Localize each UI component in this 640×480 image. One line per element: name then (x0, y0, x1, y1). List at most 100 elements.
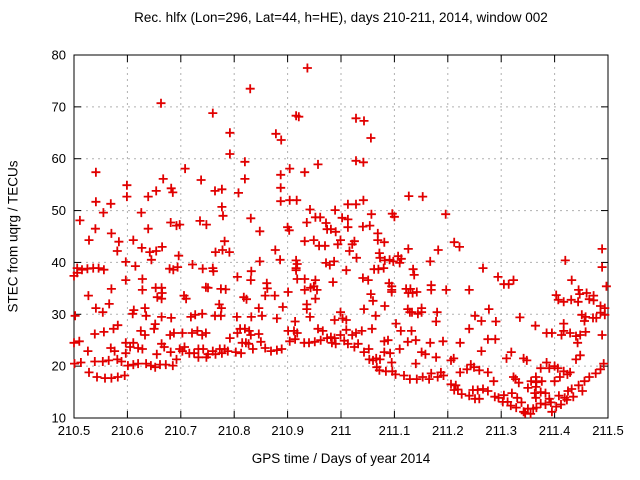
data-point-marker (351, 156, 361, 166)
data-point-marker (565, 328, 575, 338)
data-point-marker (276, 183, 286, 193)
data-point-marker (146, 255, 156, 265)
data-point-marker (110, 346, 120, 356)
data-point-marker (283, 287, 293, 297)
data-point-marker (395, 258, 405, 268)
data-point-marker (502, 353, 511, 363)
data-point-marker (509, 372, 518, 382)
data-point-marker (106, 284, 116, 294)
data-point-marker (347, 239, 357, 249)
data-point-marker (290, 334, 300, 344)
data-point-marker (128, 309, 138, 319)
data-point-marker (181, 294, 191, 304)
data-point-marker (133, 359, 143, 369)
data-point-marker (218, 211, 228, 221)
data-point-marker (371, 311, 381, 321)
data-point-marker (568, 392, 578, 402)
x-tick-label: 211.4 (539, 423, 571, 438)
data-point-marker (122, 180, 132, 190)
data-point-marker (330, 315, 340, 325)
data-point-marker (412, 374, 422, 384)
data-point-marker (596, 308, 605, 318)
data-point-marker (91, 167, 101, 177)
data-point-marker (294, 112, 304, 122)
data-point-marker (113, 372, 123, 382)
data-point-marker (490, 334, 500, 344)
x-axis-label: GPS time / Days of year 2014 (251, 451, 431, 466)
data-point-marker (277, 344, 287, 354)
data-point-marker (562, 369, 572, 379)
data-point-marker (246, 213, 256, 223)
data-point-marker (117, 357, 126, 366)
data-point-marker (555, 372, 565, 382)
data-point-marker (169, 328, 179, 338)
data-point-marker (504, 279, 514, 289)
data-point-marker (451, 380, 461, 390)
data-point-marker (499, 390, 509, 400)
data-point-marker (358, 157, 368, 167)
data-point-marker (106, 199, 116, 209)
data-point-marker (599, 359, 609, 369)
data-point-marker (597, 244, 607, 254)
data-point-marker (278, 302, 288, 312)
data-point-marker (137, 344, 147, 354)
data-point-marker (567, 275, 577, 285)
data-point-marker (418, 372, 428, 382)
data-point-marker (557, 330, 566, 340)
data-point-marker (217, 184, 227, 194)
data-point-marker (457, 389, 467, 399)
data-point-marker (566, 295, 576, 305)
data-point-marker (193, 352, 203, 362)
data-point-marker (363, 275, 373, 285)
data-point-marker (210, 186, 220, 196)
data-point-marker (464, 324, 474, 334)
data-point-marker (476, 346, 486, 356)
data-point-marker (151, 246, 161, 256)
data-point-marker (313, 159, 323, 169)
data-point-marker (536, 387, 546, 397)
data-point-marker (198, 264, 208, 274)
data-point-marker (150, 319, 160, 329)
data-point-marker (560, 255, 570, 265)
data-point-marker (218, 245, 227, 255)
data-point-marker (143, 192, 153, 202)
data-point-marker (455, 338, 465, 348)
data-point-marker (300, 236, 310, 246)
data-point-marker (272, 345, 282, 355)
data-point-marker (290, 317, 300, 326)
data-point-marker (276, 170, 286, 180)
data-point-marker (137, 274, 147, 284)
data-point-marker (225, 149, 235, 159)
data-point-marker (166, 347, 176, 357)
data-point-marker (343, 222, 353, 232)
x-tick-label: 211.3 (485, 423, 517, 438)
data-point-marker (77, 265, 87, 275)
data-point-marker (133, 343, 143, 353)
data-point-marker (292, 259, 302, 269)
data-point-marker (582, 288, 592, 298)
data-point-marker (284, 225, 294, 235)
data-point-marker (431, 317, 441, 326)
data-point-marker (462, 364, 472, 374)
data-point-marker (151, 186, 161, 196)
data-point-marker (343, 199, 353, 209)
x-tick-label: 211.5 (592, 423, 624, 438)
data-point-marker (343, 214, 353, 224)
data-point-marker (464, 391, 474, 401)
data-point-marker (246, 330, 256, 340)
data-point-marker (166, 313, 176, 323)
data-point-marker (270, 291, 280, 301)
data-point-marker (305, 312, 315, 322)
data-point-marker (493, 272, 503, 282)
data-point-marker (157, 312, 167, 322)
data-point-marker (315, 212, 325, 222)
data-point-marker (244, 326, 254, 336)
data-point-marker (336, 307, 345, 317)
data-point-marker (190, 310, 200, 320)
data-point-marker (201, 220, 211, 230)
data-point-marker (359, 347, 369, 357)
data-point-marker (425, 256, 435, 266)
data-point-marker (74, 336, 84, 346)
